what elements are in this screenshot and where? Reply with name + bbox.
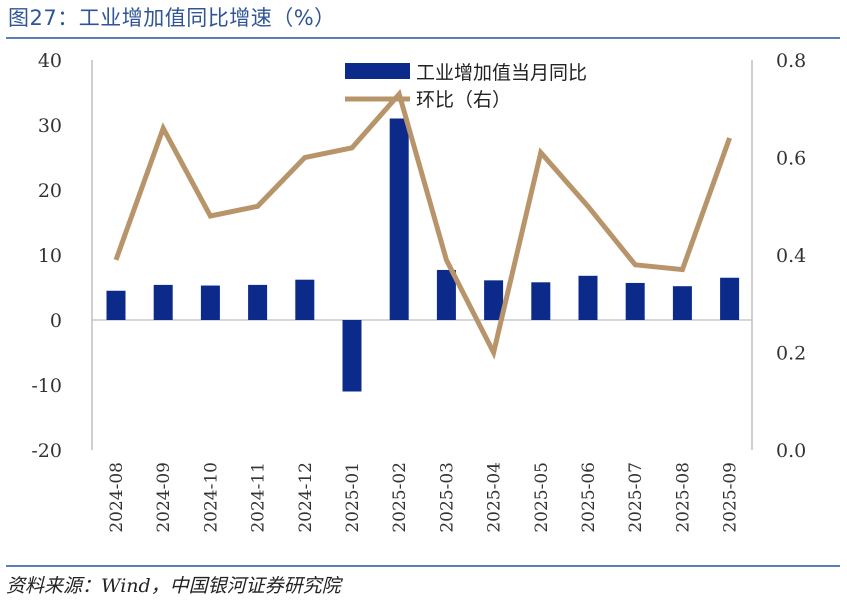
axes [91, 60, 753, 450]
bar-2024-10 [200, 285, 220, 320]
bar-series [106, 118, 740, 392]
x-tick-label: 2025-05 [532, 462, 552, 533]
bar-2025-07 [625, 282, 645, 320]
left-y-tick-label: -20 [31, 440, 62, 462]
right-y-tick-label: 0.6 [776, 148, 806, 170]
x-tick-label: 2025-06 [579, 462, 599, 533]
x-tick-label: 2024-12 [296, 462, 316, 533]
bar-2025-06 [578, 275, 598, 320]
x-tick-label: 2025-04 [485, 462, 505, 533]
bar-2025-01 [342, 320, 362, 392]
bar-2025-09 [720, 277, 740, 320]
right-y-tick-label: 0.2 [776, 343, 806, 365]
right-y-tick-label: 0.4 [776, 245, 806, 267]
bar-2025-08 [672, 286, 692, 320]
source-divider [6, 565, 840, 567]
line-path-mom [113, 89, 732, 360]
title-divider [6, 37, 840, 39]
right-y-tick-label: 0.8 [776, 50, 806, 72]
bar-2025-03 [436, 269, 456, 320]
left-y-tick-label: 0 [50, 310, 62, 332]
left-y-tick-label: 30 [38, 115, 62, 137]
x-tick-label: 2025-03 [437, 462, 457, 533]
legend-label-bar: 工业增加值当月同比 [416, 62, 587, 84]
x-axis-tick-labels: 2024-08 2024-09 2024-10 2024-11 2024-12 2025-… [107, 462, 741, 533]
x-tick-label: 2025-09 [721, 462, 741, 533]
bar-2024-11 [248, 284, 268, 320]
bar-2024-09 [153, 284, 173, 320]
left-y-tick-label: 40 [38, 50, 62, 72]
bar-2025-02 [389, 118, 409, 320]
left-y-tick-label: 10 [38, 245, 62, 267]
x-tick-label: 2024-10 [201, 462, 221, 533]
right-y-axis-tick-labels: 0.8 0.6 0.4 0.2 0.0 [776, 50, 806, 462]
left-y-tick-label: 20 [38, 180, 62, 202]
figure-title: 图27：工业增加值同比增速（%） [8, 6, 336, 30]
x-tick-label: 2025-02 [390, 462, 410, 533]
x-tick-label: 2025-01 [343, 462, 363, 533]
bar-2025-05 [531, 282, 551, 320]
x-tick-label: 2024-08 [107, 462, 127, 533]
x-tick-label: 2025-08 [673, 462, 693, 533]
legend-swatch-bar [345, 63, 410, 79]
line-series [113, 89, 732, 360]
left-y-axis-tick-labels: 40 30 20 10 0 -10 -20 [31, 50, 62, 462]
x-tick-label: 2025-07 [626, 462, 646, 533]
source-note: 资料来源：Wind，中国银河证券研究院 [6, 575, 341, 597]
left-y-tick-label: -10 [31, 375, 62, 397]
bar-2024-08 [106, 290, 126, 320]
x-tick-label: 2024-11 [249, 462, 269, 533]
bar-2025-04 [484, 280, 504, 320]
right-y-tick-label: 0.0 [776, 440, 806, 462]
bar-2024-12 [295, 279, 315, 320]
legend-label-line: 环比（右） [416, 89, 511, 111]
x-tick-label: 2024-09 [154, 462, 174, 533]
